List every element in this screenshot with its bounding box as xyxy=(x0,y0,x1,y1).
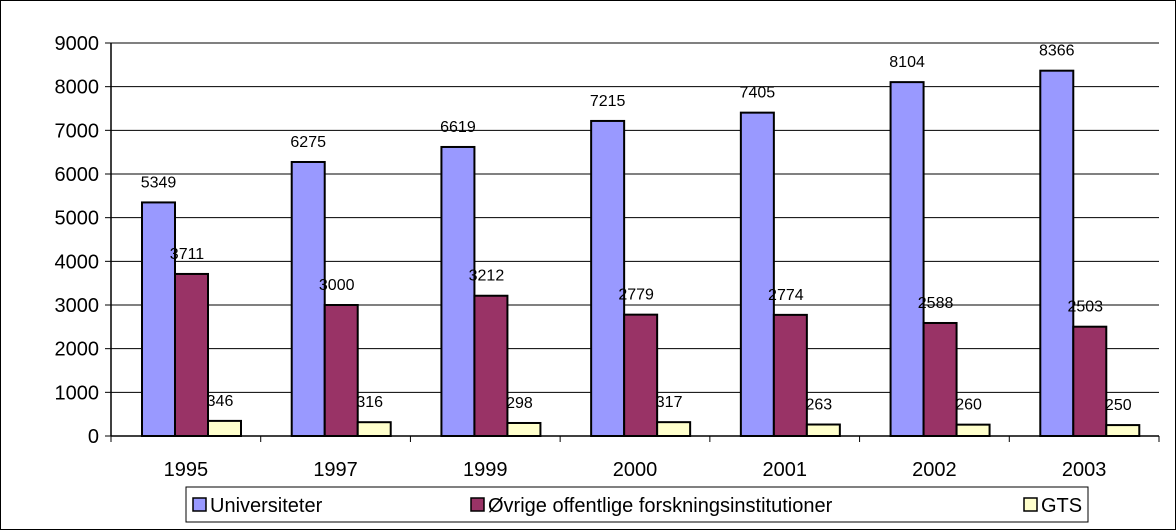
y-tick-label: 1000 xyxy=(55,382,100,404)
bar xyxy=(506,421,542,438)
data-label: 7215 xyxy=(590,93,626,110)
bar xyxy=(323,304,359,437)
data-label: 316 xyxy=(356,394,383,411)
data-label: 2588 xyxy=(918,295,954,312)
bar xyxy=(922,321,958,437)
data-label: 346 xyxy=(207,393,234,410)
x-tick-label: 2002 xyxy=(912,459,957,481)
x-tick-label: 1999 xyxy=(463,459,508,481)
y-tick-label: 8000 xyxy=(55,77,100,99)
bar xyxy=(440,145,476,437)
data-label: 2774 xyxy=(768,287,804,304)
legend-label: Universiteter xyxy=(210,495,323,517)
data-label: 6619 xyxy=(440,119,476,136)
y-tick-label: 7000 xyxy=(55,120,100,142)
bar xyxy=(174,272,209,437)
bar xyxy=(290,160,326,437)
data-label: 2503 xyxy=(1067,299,1103,316)
y-tick-label: 2000 xyxy=(55,339,100,361)
x-tick-label: 2001 xyxy=(762,459,807,481)
bar xyxy=(1039,69,1075,438)
data-labels: 5349 3711 346 6275 3000 316 6619 3212 298 7215 277… xyxy=(141,43,1132,414)
legend-box xyxy=(185,486,1089,523)
data-label: 3212 xyxy=(469,268,505,285)
data-label: 8366 xyxy=(1039,43,1075,60)
y-tick-label: 4000 xyxy=(55,251,100,273)
bars xyxy=(141,69,1141,438)
axes: 0 1000 2000 3000 4000 5000 6000 7000 8000 9000 199… xyxy=(55,33,1160,481)
data-label: 3000 xyxy=(319,277,355,294)
bar xyxy=(1105,424,1141,438)
gridlines xyxy=(111,42,1159,393)
legend-label: Øvrige offentlige forskningsinstitutione… xyxy=(488,495,833,517)
legend: Universiteter Øvrige offentlige forskning… xyxy=(185,486,1089,523)
x-tick-label: 2000 xyxy=(613,459,658,481)
x-tick-label: 2003 xyxy=(1062,459,1107,481)
data-label: 6275 xyxy=(290,134,326,151)
data-label: 263 xyxy=(806,397,833,414)
bar xyxy=(955,423,991,438)
bar xyxy=(141,201,176,437)
data-label: 260 xyxy=(955,397,982,414)
data-label: 7405 xyxy=(740,85,776,102)
bar xyxy=(623,313,659,437)
y-tick-label: 9000 xyxy=(55,33,100,55)
bar xyxy=(656,421,692,437)
x-tick-label: 1995 xyxy=(164,459,209,481)
data-label: 8104 xyxy=(889,54,925,71)
bar xyxy=(739,111,775,437)
data-label: 250 xyxy=(1105,397,1132,414)
y-tick-label: 5000 xyxy=(55,208,100,230)
legend-swatch xyxy=(1023,497,1038,512)
bar xyxy=(805,423,841,437)
bar xyxy=(473,294,509,438)
legend-swatch xyxy=(192,497,207,512)
data-label: 298 xyxy=(506,395,533,412)
bar xyxy=(356,421,392,437)
data-label: 317 xyxy=(656,394,683,411)
bar xyxy=(590,119,626,437)
y-tick-label: 6000 xyxy=(55,164,100,186)
legend-label: GTS xyxy=(1041,495,1082,517)
data-label: 3711 xyxy=(170,246,205,263)
bar xyxy=(1072,325,1108,437)
data-label: 2779 xyxy=(618,287,654,304)
bar xyxy=(889,81,925,437)
legend-swatch xyxy=(470,497,485,512)
y-tick-label: 3000 xyxy=(55,295,100,317)
bar xyxy=(772,313,808,437)
data-label: 5349 xyxy=(141,174,177,191)
bar xyxy=(207,419,242,437)
x-tick-label: 1997 xyxy=(313,459,358,481)
y-tick-label: 0 xyxy=(88,426,99,448)
